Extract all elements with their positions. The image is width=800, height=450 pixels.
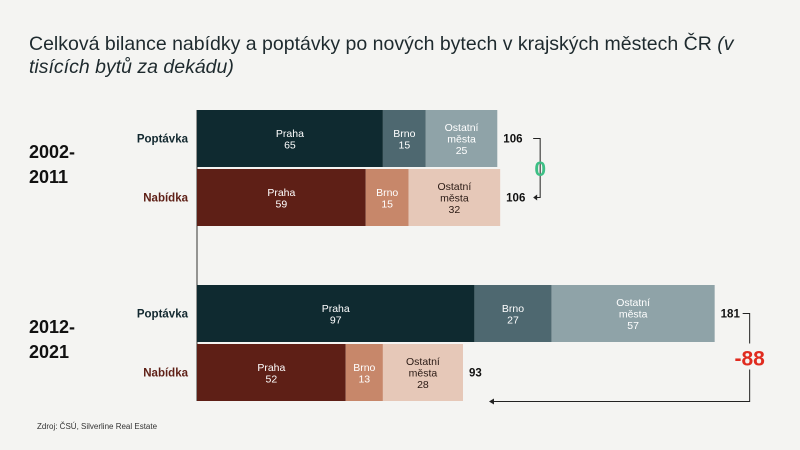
segment-label: Praha 97 [322,303,350,327]
segment-label: Ostatní města 32 [437,181,471,216]
bar-total: 93 [469,368,482,380]
bar-segment-praha [197,285,475,342]
balance-value: 0 [534,158,546,181]
period-label: 2012- [29,317,75,337]
bar-label-poptavka: Poptávka [137,309,189,321]
bar-segment-brno [474,285,552,342]
source-note: Zdroj: ČSÚ, Silverline Real Estate [37,422,158,431]
segment-label: Brno 15 [376,187,398,211]
bar-segment-praha [197,110,383,167]
bar-total: 181 [721,309,741,321]
bar-segment-brno [345,344,383,401]
segment-label: Ostatní města 25 [445,122,479,157]
chart-title: Celková bilance nabídky a poptávky po no… [29,33,779,79]
period-label: 2011 [29,167,68,187]
balance-bg [727,343,772,370]
bar-segment-praha [197,344,346,401]
title-main: Celková bilance nabídky a poptávky po no… [29,33,712,55]
bar-label-nabidka: Nabídka [143,193,188,205]
period-label: 2021 [29,342,69,362]
segment-label: Praha 52 [257,362,285,386]
bar-segment-ostatní [382,344,463,401]
segment-label: Ostatní města 28 [406,356,440,391]
title-subtitle: (v tisících bytů za dekádu) [29,33,734,78]
bar-segment-brno [365,169,409,226]
segment-label: Brno 13 [353,362,375,386]
balance-value: -88 [734,348,765,371]
segment-label: Ostatní města 57 [616,297,650,332]
bar-total: 106 [506,193,525,205]
bar-label-poptavka: Poptávka [137,134,189,146]
bar-segment-ostatní [551,285,715,342]
segment-label: Praha 59 [267,187,295,211]
bar-total: 106 [503,134,522,146]
bar-segment-brno [382,110,426,167]
bar-segment-praha [197,169,366,226]
connector-arrow [488,398,494,405]
bar-segment-ostatní [408,169,501,226]
segment-label: Brno 27 [502,303,524,327]
connector-line [533,138,541,198]
segment-label: Brno 15 [393,128,415,152]
bar-segment-ostatní [425,110,498,167]
bar-label-nabidka: Nabídka [143,368,188,380]
connector-arrow [533,194,538,201]
period-label: 2002- [29,142,75,162]
segment-label: Praha 65 [276,128,304,152]
